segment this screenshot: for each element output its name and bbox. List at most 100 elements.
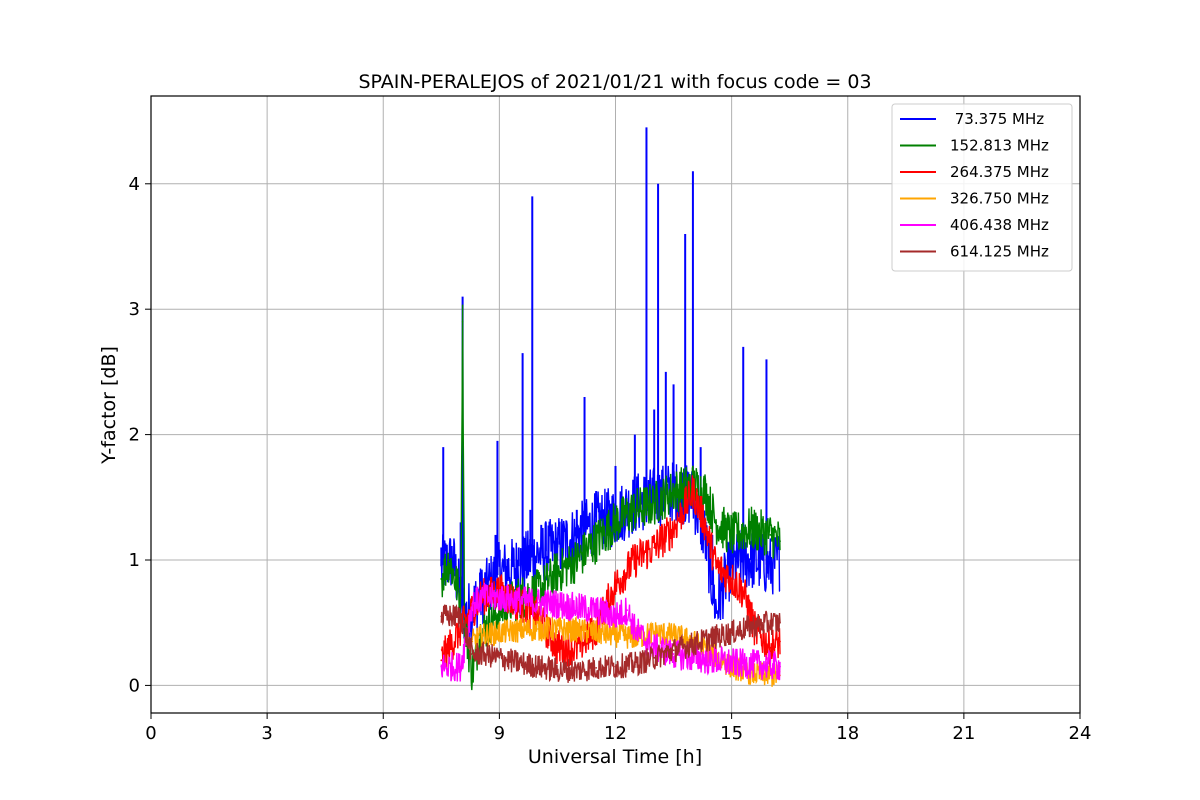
x-tick-label: 21 <box>952 723 975 744</box>
data-point <box>711 659 714 662</box>
data-point <box>498 631 501 634</box>
data-point <box>769 534 772 536</box>
data-point <box>750 527 752 530</box>
x-tick-label: 9 <box>494 723 505 744</box>
data-point <box>537 628 539 630</box>
data-point <box>703 490 706 492</box>
data-point <box>440 615 443 618</box>
data-point <box>440 659 443 662</box>
series-4 <box>440 582 781 682</box>
series-trace <box>440 604 781 683</box>
data-point <box>653 546 656 549</box>
data-point <box>750 663 752 665</box>
data-point <box>517 599 520 602</box>
data-point <box>742 590 745 593</box>
y-tick-label: 4 <box>129 174 140 195</box>
data-point <box>537 601 539 604</box>
data-point <box>517 629 520 632</box>
legend-box <box>891 103 1073 272</box>
x-tick-label: 18 <box>836 723 859 744</box>
y-axis-label: Y-factor [dB] <box>98 346 120 465</box>
data-point <box>482 634 485 637</box>
data-point <box>633 663 636 665</box>
data-point <box>692 656 694 659</box>
data-point <box>556 646 559 649</box>
data-point <box>482 596 485 599</box>
series-trace <box>440 582 781 682</box>
series-trace <box>440 304 781 691</box>
y-tick-label: 0 <box>129 675 140 696</box>
data-point <box>653 631 656 634</box>
data-point <box>575 646 578 649</box>
legend-label: 406.438 MHz <box>950 216 1049 234</box>
data-point <box>730 661 733 664</box>
data-point <box>459 596 462 599</box>
data-point <box>498 596 501 599</box>
data-point <box>633 628 636 630</box>
chart-title: SPAIN-PERALEJOS of 2021/01/21 with focus… <box>358 71 871 93</box>
legend-label: 152.813 MHz <box>950 137 1049 155</box>
y-tick-label: 1 <box>129 550 140 571</box>
data-point <box>471 671 474 674</box>
data-point <box>715 521 718 524</box>
series-1 <box>440 304 781 691</box>
x-axis-label: Universal Time [h] <box>528 746 702 768</box>
y-tick-label: 2 <box>129 425 140 446</box>
data-point <box>556 602 559 605</box>
data-point <box>614 665 617 668</box>
data-point <box>556 669 559 672</box>
data-point <box>692 490 694 492</box>
data-point <box>459 615 462 618</box>
data-point <box>448 559 450 561</box>
x-tick-label: 3 <box>261 723 272 744</box>
data-point <box>711 636 714 639</box>
data-point <box>692 643 694 645</box>
data-point <box>471 653 474 655</box>
data-point <box>653 502 656 505</box>
data-point <box>595 666 598 669</box>
data-point <box>517 661 520 664</box>
data-point <box>452 665 454 668</box>
x-tick-label: 15 <box>720 723 743 744</box>
data-point <box>575 606 578 609</box>
data-point <box>715 565 718 568</box>
x-tick-label: 24 <box>1069 723 1092 744</box>
data-point <box>672 649 675 652</box>
data-point <box>730 631 733 634</box>
legend: 73.375 MHz 152.813 MHz 264.375 MHz 326.750 … <box>891 103 1073 272</box>
data-point <box>730 577 733 580</box>
legend-label: 614.125 MHz <box>950 243 1049 261</box>
data-point <box>633 508 636 511</box>
data-point <box>595 609 598 612</box>
data-point <box>614 584 617 586</box>
data-point <box>440 665 443 668</box>
data-point <box>769 646 772 649</box>
data-point <box>452 615 454 618</box>
data-point <box>461 320 464 323</box>
data-point <box>672 634 675 637</box>
data-point <box>769 621 772 624</box>
legend-label: 326.750 MHz <box>950 190 1049 208</box>
data-point <box>614 615 617 618</box>
data-point <box>556 628 559 630</box>
x-axis: 0 3 6 9 12 15 18 21 24 <box>145 713 1091 744</box>
data-point <box>614 634 617 637</box>
data-point <box>769 664 772 667</box>
data-point <box>779 665 781 668</box>
data-point <box>750 625 752 628</box>
data-point <box>440 577 443 580</box>
x-tick-label: 6 <box>378 723 389 744</box>
data-point <box>614 521 617 524</box>
data-point <box>595 540 598 543</box>
data-point <box>626 609 629 612</box>
data-point <box>633 559 636 561</box>
data-point <box>779 640 781 643</box>
data-point <box>672 490 675 492</box>
data-point <box>730 534 733 536</box>
series-5 <box>440 604 781 683</box>
data-point <box>645 640 648 643</box>
data-point <box>653 646 656 649</box>
data-point <box>575 559 578 561</box>
data-point <box>537 615 539 618</box>
x-tick-label: 0 <box>145 723 156 744</box>
